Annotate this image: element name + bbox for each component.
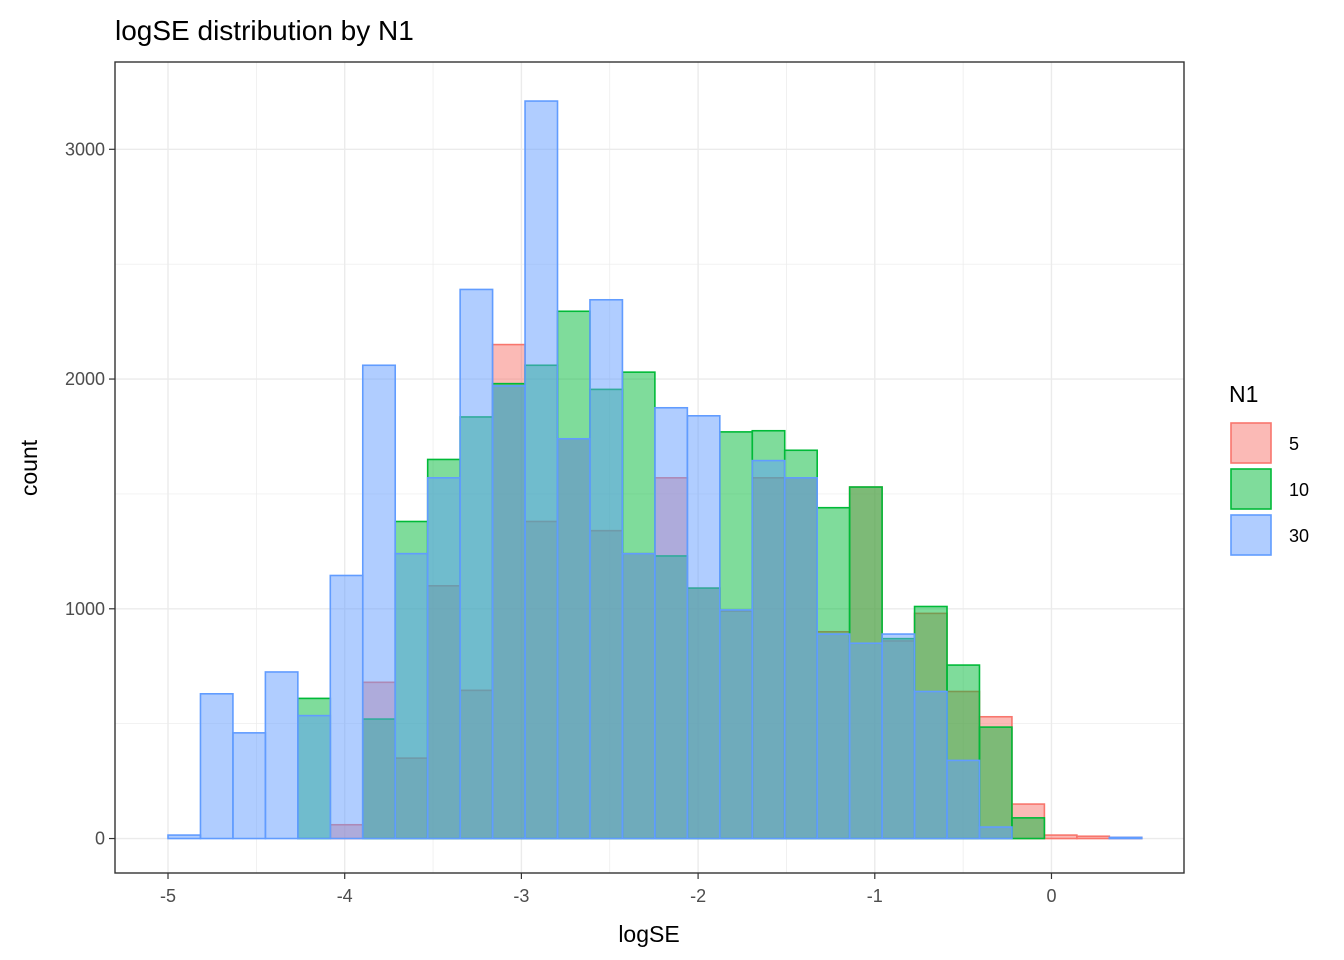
legend-swatch xyxy=(1230,514,1272,556)
histogram-bar xyxy=(913,690,948,840)
legend-label: 5 xyxy=(1289,434,1299,454)
histogram-bar xyxy=(297,714,332,840)
histogram-bar xyxy=(394,552,429,840)
histogram-bar xyxy=(1108,836,1143,840)
histogram-bar xyxy=(491,385,526,840)
histogram-bar xyxy=(686,415,721,840)
legend-item-30: 30 xyxy=(1230,514,1309,556)
plot-panel-border xyxy=(114,61,1185,874)
histogram-bar xyxy=(783,477,818,840)
histogram-bar xyxy=(978,826,1013,840)
x-tick-label: -2 xyxy=(690,886,706,906)
chart-title: logSE distribution by N1 xyxy=(115,15,414,46)
histogram-bar xyxy=(329,574,364,840)
histogram-bar xyxy=(654,406,689,840)
histogram-bars xyxy=(167,100,1143,840)
legend-swatch xyxy=(1230,422,1272,464)
histogram-bar xyxy=(361,364,397,840)
histogram-bar xyxy=(459,288,494,840)
histogram-bar xyxy=(1076,835,1111,840)
x-tick-label: -1 xyxy=(867,886,883,906)
histogram-bar xyxy=(621,552,656,840)
histogram-bar xyxy=(556,437,591,840)
y-tick-label: 2000 xyxy=(65,369,105,389)
histogram-bar xyxy=(978,726,1013,840)
histogram-bar xyxy=(426,477,461,840)
histogram-bar xyxy=(199,692,234,840)
histogram-bar xyxy=(232,732,267,840)
histogram-bar xyxy=(816,633,851,840)
x-tick-label: 0 xyxy=(1046,886,1056,906)
legend-title: N1 xyxy=(1229,381,1258,407)
y-tick-label: 1000 xyxy=(65,599,105,619)
legend-item-5: 5 xyxy=(1230,422,1299,464)
x-axis-title: logSE xyxy=(618,921,679,947)
histogram-bar xyxy=(848,642,883,840)
histogram-bar xyxy=(589,298,624,840)
x-tick-label: -3 xyxy=(513,886,529,906)
histogram-bar xyxy=(1011,817,1046,840)
legend-label: 30 xyxy=(1289,526,1309,546)
histogram-bar xyxy=(524,100,559,840)
legend-swatch xyxy=(1230,468,1272,510)
legend-item-10: 10 xyxy=(1230,468,1309,510)
legend-label: 10 xyxy=(1289,480,1309,500)
histogram-bar xyxy=(881,633,916,840)
histogram-bar xyxy=(1043,834,1078,840)
y-axis-title: count xyxy=(16,439,42,496)
axes: -5 -4 -3 -2 -1 0 0 1000 2000 3000 xyxy=(65,139,1057,906)
histogram-bar xyxy=(264,671,299,840)
histogram-bar xyxy=(167,834,202,840)
histogram-bar xyxy=(946,759,981,840)
x-tick-label: -5 xyxy=(160,886,176,906)
histogram-bar xyxy=(751,459,786,840)
y-tick-label: 0 xyxy=(95,829,105,849)
y-tick-label: 3000 xyxy=(65,139,105,159)
x-tick-label: -4 xyxy=(337,886,353,906)
series-30-bars xyxy=(167,100,1143,840)
legend: N1 5 10 30 xyxy=(1229,381,1309,556)
histogram-bar xyxy=(719,609,754,840)
